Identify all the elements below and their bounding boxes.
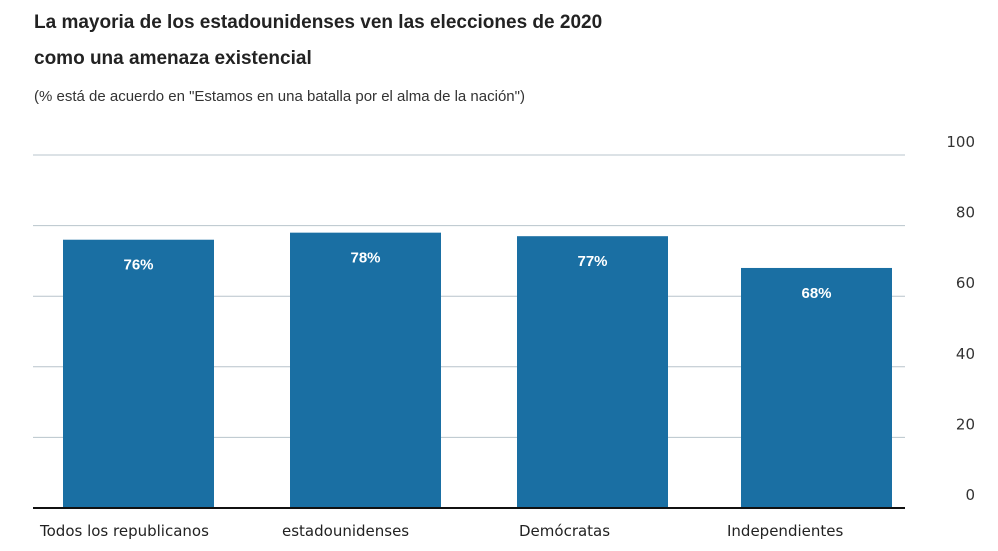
x-tick-label: estadounidenses <box>282 522 410 540</box>
y-tick-label: 0 <box>965 486 975 504</box>
x-tick-label: Demócratas <box>519 522 611 540</box>
chart-subtitle: (% está de acuerdo en "Estamos en una ba… <box>34 88 525 105</box>
bar <box>290 232 441 508</box>
data-label: 68% <box>801 285 831 302</box>
bar <box>63 239 214 508</box>
y-tick-label: 20 <box>956 415 975 433</box>
chart-title-line-1: La mayoria de los estadounidenses ven la… <box>34 12 603 33</box>
y-tick-label: 40 <box>956 345 975 363</box>
data-label: 77% <box>577 253 607 270</box>
data-label: 76% <box>123 257 153 274</box>
data-label: 78% <box>350 250 380 267</box>
y-tick-label: 80 <box>956 204 975 222</box>
bar <box>517 236 668 508</box>
bar <box>741 267 892 508</box>
y-tick-label: 60 <box>956 274 975 292</box>
chart-title-line-2: como una amenaza existencial <box>34 48 312 69</box>
x-tick-label: Independientes <box>727 522 844 540</box>
x-tick-label: Todos los republicanos <box>40 522 209 540</box>
y-tick-label: 100 <box>946 133 975 151</box>
